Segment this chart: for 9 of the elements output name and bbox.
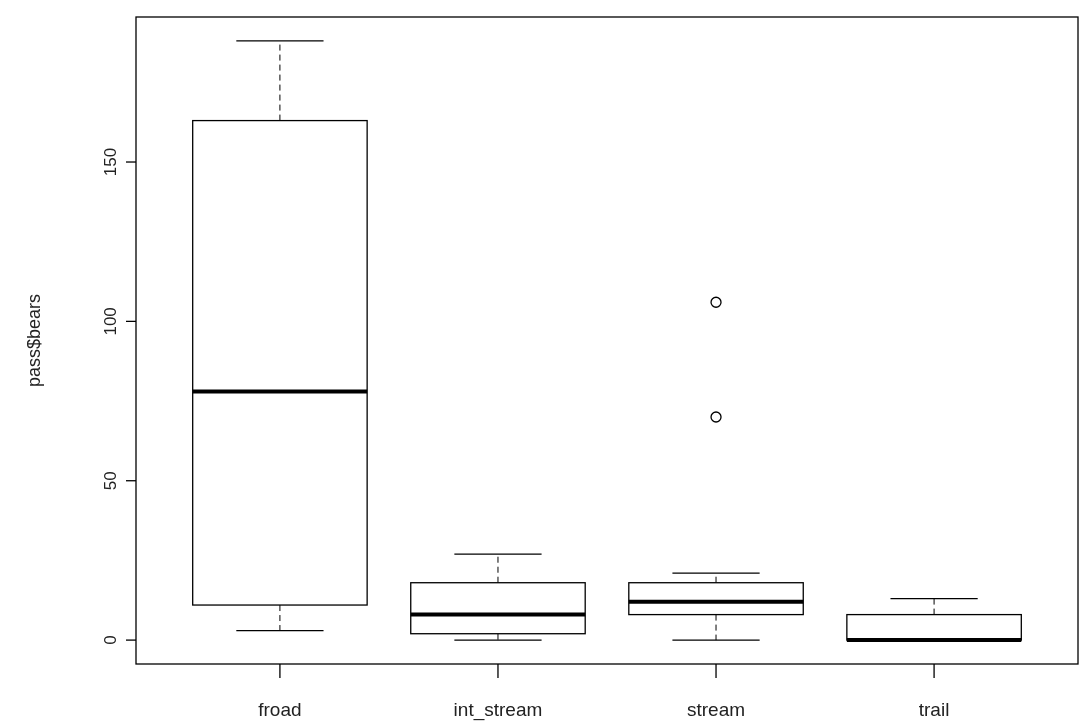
y-tick-label: 50	[101, 471, 120, 491]
x-tick-label: stream	[686, 699, 746, 720]
y-tick-label: 0	[101, 635, 120, 645]
y-axis-title: pass$bears	[24, 293, 44, 388]
x-tick-label: int_stream	[453, 699, 543, 721]
x-tick-label: trail	[918, 699, 950, 720]
y-tick-label: 150	[101, 147, 120, 177]
x-tick-label: froad	[258, 699, 302, 720]
y-tick-label: 100	[101, 307, 120, 336]
